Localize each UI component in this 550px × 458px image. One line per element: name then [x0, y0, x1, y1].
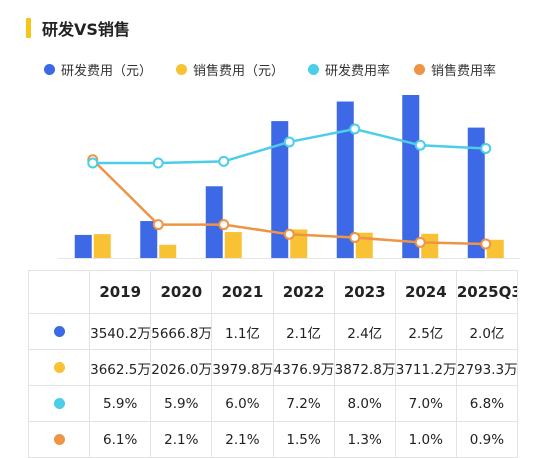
- chart-legend: 研发费用（元） 销售费用（元） 研发费用率 销售费用率: [44, 60, 496, 79]
- row-color-dot: [53, 326, 65, 337]
- table-header-row: 2019 2020 2021 2022 2023 2024 2025Q3: [27, 270, 519, 314]
- legend-label-rd-cost: 研发费用（元）: [61, 64, 153, 79]
- point-sales-rate-2024: [414, 236, 426, 248]
- table-cell: 1.0%: [394, 421, 457, 458]
- table-cell: 6.8%: [455, 385, 519, 422]
- legend-item-sales-cost[interactable]: 销售费用（元）: [176, 60, 284, 79]
- legend-dot-sales-cost: [176, 64, 188, 75]
- data-table: 2019 2020 2021 2022 2023 2024 2025Q3 3540.2万 56…: [27, 270, 519, 458]
- table-row-marker: [27, 349, 91, 386]
- table-row: 6.1% 2.1% 2.1% 1.5% 1.3% 1.0% 0.9%: [27, 421, 519, 458]
- bar-sales-cost-2024: [421, 233, 439, 258]
- table-cell: 3872.8万: [333, 349, 396, 386]
- legend-item-sales-rate[interactable]: 销售费用率: [414, 60, 496, 79]
- table-cell: 2.1亿: [272, 313, 335, 350]
- table-row: 3662.5万 2026.0万 3979.8万 4376.9万 3872.8万 3711.…: [27, 349, 519, 386]
- point-sales-rate-2020: [152, 219, 164, 231]
- bar-rd-cost-2024: [402, 95, 420, 258]
- table-cell: 1.5%: [272, 421, 335, 458]
- bar-rd-cost-2025Q3: [467, 127, 485, 258]
- table-header-year: 2023: [333, 270, 396, 314]
- table-cell: 2.1%: [150, 421, 213, 458]
- table-cell: 8.0%: [333, 385, 396, 422]
- point-sales-rate-2021: [218, 219, 230, 231]
- title-accent-bar: [26, 18, 31, 38]
- table-cell: 5666.8万: [150, 313, 213, 350]
- table-cell: 1.1亿: [211, 313, 274, 350]
- table-row-marker: [27, 385, 91, 422]
- table-cell: 5.9%: [89, 385, 152, 422]
- table-header-year: 2019: [89, 270, 152, 314]
- table-row-marker: [27, 421, 91, 458]
- legend-label-sales-cost: 销售费用（元）: [193, 64, 285, 79]
- point-rd-rate-2023: [349, 123, 361, 135]
- table-cell: 3540.2万: [89, 313, 152, 350]
- point-rd-rate-2021: [218, 155, 230, 167]
- point-rd-rate-2019: [87, 157, 99, 169]
- point-sales-rate-2023: [349, 232, 361, 244]
- bar-sales-cost-2022: [290, 229, 308, 258]
- legend-label-sales-rate: 销售费用率: [431, 64, 497, 79]
- table-row: 3540.2万 5666.8万 1.1亿 2.1亿 2.4亿 2.5亿 2.0亿: [27, 313, 519, 350]
- chart-plot-area: [58, 95, 520, 259]
- row-color-dot: [53, 362, 65, 373]
- row-color-dot: [53, 434, 65, 445]
- bar-sales-cost-2019: [93, 234, 111, 258]
- chart-title: 研发VS销售: [42, 20, 130, 39]
- legend-dot-rd-rate: [308, 64, 320, 75]
- legend-label-rd-rate: 研发费用率: [325, 64, 391, 79]
- bar-sales-cost-2021: [224, 232, 242, 258]
- table-row: 5.9% 5.9% 6.0% 7.2% 8.0% 7.0% 6.8%: [27, 385, 519, 422]
- bar-sales-cost-2020: [159, 244, 177, 258]
- chart-card: 研发VS销售 研发费用（元） 销售费用（元） 研发费用率 销售费用率 2019 2…: [26, 18, 520, 458]
- table-cell: 7.0%: [394, 385, 457, 422]
- table-cell: 6.1%: [89, 421, 152, 458]
- table-cell: 0.9%: [455, 421, 519, 458]
- table-cell: 6.0%: [211, 385, 274, 422]
- point-rd-rate-2024: [414, 139, 426, 151]
- table-cell: 1.3%: [333, 421, 396, 458]
- table-row-marker: [27, 313, 91, 350]
- point-rd-rate-2025Q3: [480, 142, 492, 154]
- table-cell: 3662.5万: [89, 349, 152, 386]
- point-rd-rate-2022: [283, 136, 295, 148]
- table-header-marker: [27, 270, 91, 314]
- table-header-year: 2024: [394, 270, 457, 314]
- table-cell: 2.0亿: [455, 313, 519, 350]
- legend-item-rd-cost[interactable]: 研发费用（元）: [44, 60, 152, 79]
- table-cell: 7.2%: [272, 385, 335, 422]
- table-cell: 2.1%: [211, 421, 274, 458]
- table-cell: 2.4亿: [333, 313, 396, 350]
- bar-rd-cost-2019: [74, 234, 92, 258]
- table-header-year: 2025Q3: [455, 270, 519, 314]
- table-cell: 4376.9万: [272, 349, 335, 386]
- table-header-year: 2021: [211, 270, 274, 314]
- bar-rd-cost-2020: [140, 221, 158, 258]
- point-rd-rate-2020: [152, 157, 164, 169]
- legend-dot-rd-cost: [44, 64, 55, 75]
- bar-rd-cost-2022: [271, 121, 289, 258]
- legend-item-rd-rate[interactable]: 研发费用率: [308, 60, 390, 79]
- point-sales-rate-2022: [283, 228, 295, 240]
- table-cell: 2793.3万: [455, 349, 519, 386]
- table-cell: 3711.2万: [394, 349, 457, 386]
- table-cell: 3979.8万: [211, 349, 274, 386]
- point-sales-rate-2025Q3: [480, 238, 492, 250]
- table-header-year: 2020: [150, 270, 213, 314]
- row-color-dot: [53, 398, 65, 409]
- table-cell: 2026.0万: [150, 349, 213, 386]
- bar-rd-cost-2021: [205, 186, 223, 258]
- table-header-year: 2022: [272, 270, 335, 314]
- table-cell: 2.5亿: [394, 313, 457, 350]
- bar-rd-cost-2023: [336, 101, 354, 259]
- legend-dot-sales-rate: [414, 64, 426, 75]
- table-cell: 5.9%: [150, 385, 213, 422]
